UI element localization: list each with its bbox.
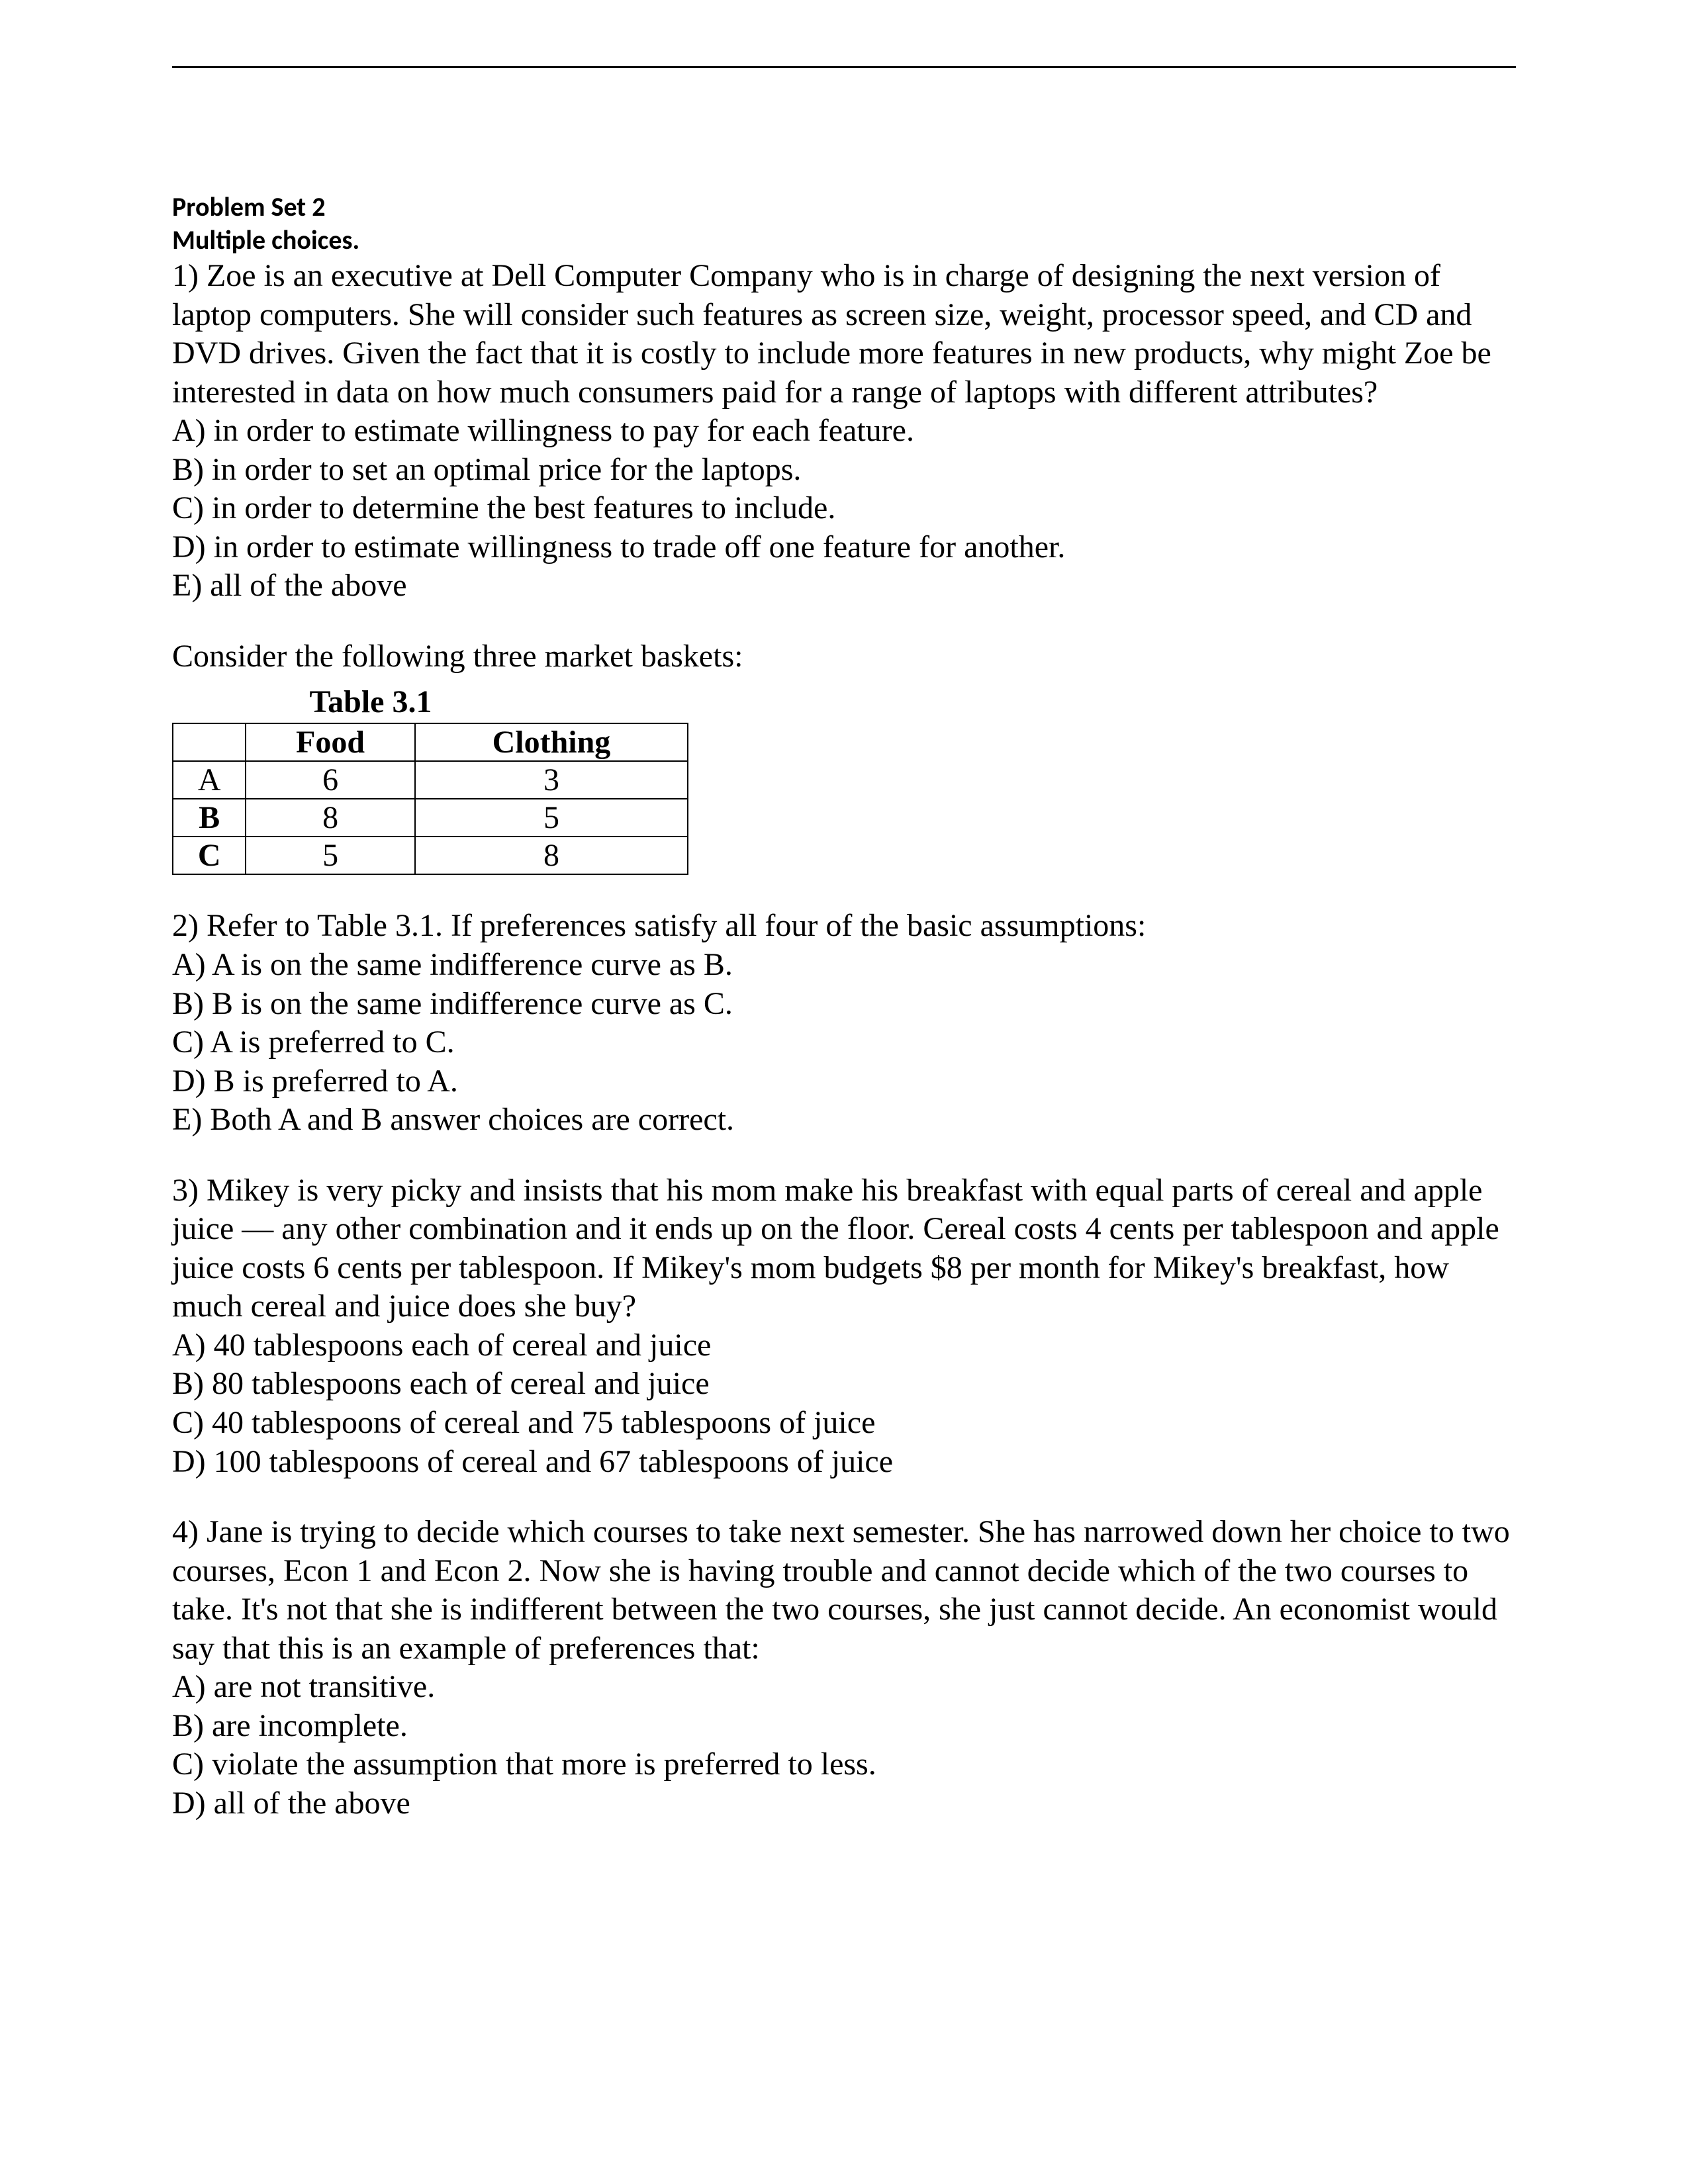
q4-option-c: C) violate the assumption that more is p…	[172, 1745, 1516, 1784]
table-cell-food: 6	[246, 761, 415, 799]
q1-option-a: A) in order to estimate willingness to p…	[172, 412, 1516, 451]
question-2: 2) Refer to Table 3.1. If preferences sa…	[172, 907, 1516, 1139]
table-cell-label: A	[173, 761, 246, 799]
q1-option-e: E) all of the above	[172, 567, 1516, 606]
q3-option-b: B) 80 tablespoons each of cereal and jui…	[172, 1365, 1516, 1404]
doc-title: Problem Set 2	[172, 191, 1516, 224]
q3-text: 3) Mikey is very picky and insists that …	[172, 1171, 1516, 1326]
basket-table: Food Clothing A 6 3 B 8 5 C 5 8	[172, 723, 688, 875]
table-title: Table 3.1	[172, 684, 569, 720]
q4-option-b: B) are incomplete.	[172, 1707, 1516, 1746]
q2-option-c: C) A is preferred to C.	[172, 1023, 1516, 1062]
q3-option-c: C) 40 tablespoons of cereal and 75 table…	[172, 1404, 1516, 1443]
q2-option-d: D) B is preferred to A.	[172, 1062, 1516, 1101]
q1-option-c: C) in order to determine the best featur…	[172, 489, 1516, 528]
question-3: 3) Mikey is very picky and insists that …	[172, 1171, 1516, 1481]
q2-text: 2) Refer to Table 3.1. If preferences sa…	[172, 907, 1516, 946]
table-cell-clothing: 3	[415, 761, 688, 799]
table-row: B 8 5	[173, 799, 688, 837]
top-rule	[172, 66, 1516, 68]
q4-option-d: D) all of the above	[172, 1784, 1516, 1823]
table-header-blank	[173, 723, 246, 761]
q1-text: 1) Zoe is an executive at Dell Computer …	[172, 257, 1516, 412]
q3-option-a: A) 40 tablespoons each of cereal and jui…	[172, 1326, 1516, 1365]
q3-option-d: D) 100 tablespoons of cereal and 67 tabl…	[172, 1443, 1516, 1482]
table-header-food: Food	[246, 723, 415, 761]
table-3-1: Table 3.1 Food Clothing A 6 3 B 8 5 C 5 …	[172, 684, 1516, 875]
table-header-row: Food Clothing	[173, 723, 688, 761]
table-header-clothing: Clothing	[415, 723, 688, 761]
table-cell-label: C	[173, 837, 246, 874]
baskets-intro: Consider the following three market bask…	[172, 637, 1516, 676]
q2-option-a: A) A is on the same indifference curve a…	[172, 946, 1516, 985]
table-cell-food: 5	[246, 837, 415, 874]
question-1: 1) Zoe is an executive at Dell Computer …	[172, 257, 1516, 606]
table-cell-clothing: 8	[415, 837, 688, 874]
q1-option-b: B) in order to set an optimal price for …	[172, 451, 1516, 490]
table-row: C 5 8	[173, 837, 688, 874]
question-4: 4) Jane is trying to decide which course…	[172, 1513, 1516, 1823]
page: Problem Set 2 Multiple choices. 1) Zoe i…	[0, 0, 1688, 1823]
q2-option-e: E) Both A and B answer choices are corre…	[172, 1101, 1516, 1140]
table-row: A 6 3	[173, 761, 688, 799]
q2-option-b: B) B is on the same indifference curve a…	[172, 985, 1516, 1024]
q1-option-d: D) in order to estimate willingness to t…	[172, 528, 1516, 567]
q4-text: 4) Jane is trying to decide which course…	[172, 1513, 1516, 1668]
table-cell-clothing: 5	[415, 799, 688, 837]
doc-subtitle: Multiple choices.	[172, 224, 1516, 257]
table-cell-food: 8	[246, 799, 415, 837]
table-cell-label: B	[173, 799, 246, 837]
q4-option-a: A) are not transitive.	[172, 1668, 1516, 1707]
